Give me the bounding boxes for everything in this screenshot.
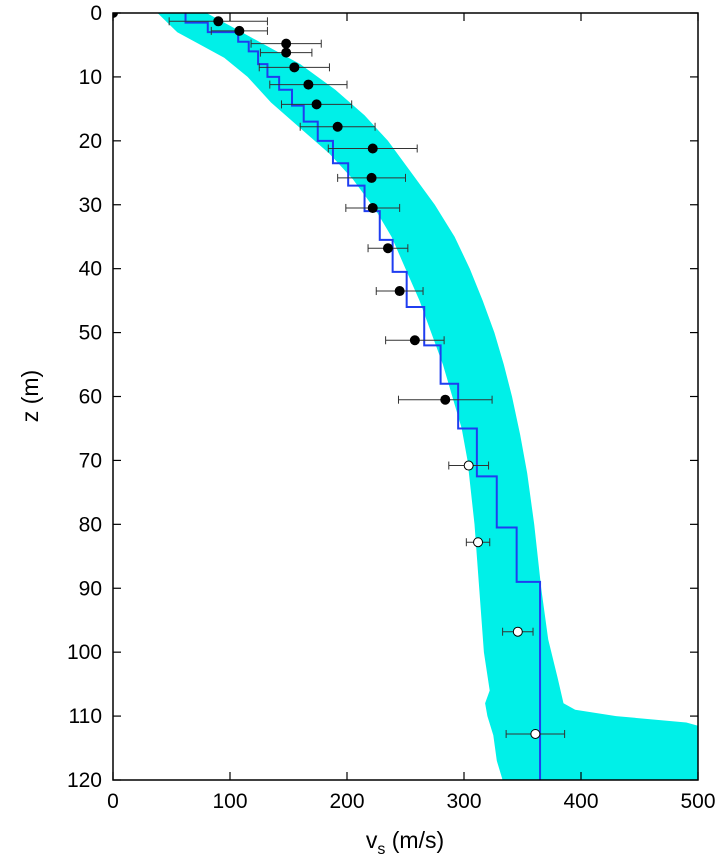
marker (440, 394, 451, 405)
filled-data-point (345, 202, 401, 213)
y-tick-label: 20 (79, 130, 102, 153)
plot-area (113, 13, 698, 780)
marker (289, 62, 300, 73)
filled-data-point (210, 25, 268, 36)
open-data-point (505, 728, 566, 739)
y-tick-label: 70 (79, 449, 102, 472)
filled-data-point (327, 143, 418, 154)
velocity-profile-line (184, 13, 542, 780)
marker (367, 202, 378, 213)
marker (213, 16, 224, 27)
x-axis: 0 100 200 300 400 500 (107, 13, 716, 813)
filled-data-point (258, 62, 330, 73)
x-tick-label: 400 (563, 790, 598, 813)
y-tick-label: 30 (79, 194, 102, 217)
filled-data-point (269, 79, 348, 90)
marker (473, 537, 484, 548)
y-tick-label: 50 (79, 322, 102, 345)
filled-data-point (168, 16, 268, 27)
marker (281, 38, 292, 49)
y-tick-label: 60 (79, 386, 102, 409)
filled-data-point (259, 47, 313, 58)
filled-data-point (337, 172, 406, 183)
plot-frame (112, 12, 699, 781)
filled-data-point (280, 99, 353, 110)
filled-data-point (397, 394, 493, 405)
uncertainty-band (157, 13, 698, 780)
marker (530, 728, 541, 739)
marker (367, 143, 378, 154)
x-tick-label: 300 (446, 790, 481, 813)
marker (512, 626, 523, 637)
marker (463, 460, 474, 471)
marker (303, 79, 314, 90)
y-tick-label: 80 (79, 513, 102, 536)
x-axis-label: vs (m/s) (366, 827, 444, 858)
marker (394, 286, 405, 297)
filled-data-point (299, 121, 376, 132)
filled-data-point (385, 335, 445, 346)
marker (382, 243, 393, 254)
open-data-point (502, 626, 534, 637)
filled-data-point (375, 286, 424, 297)
open-data-point (448, 460, 490, 471)
y-tick-label: 0 (90, 2, 102, 25)
y-tick-label: 120 (67, 769, 102, 792)
marker (311, 99, 322, 110)
marker (234, 25, 245, 36)
x-tick-label: 100 (212, 790, 247, 813)
marker (281, 47, 292, 58)
marker (113, 13, 118, 18)
y-tick-label: 110 (69, 705, 102, 728)
x-tick-label: 200 (329, 790, 364, 813)
y-tick-label: 10 (79, 66, 102, 89)
marker (409, 335, 420, 346)
filled-data-point (113, 13, 118, 18)
filled-data-point (367, 243, 409, 254)
marker (332, 121, 343, 132)
y-axis-label: z (m) (17, 370, 43, 422)
y-tick-label: 40 (79, 258, 102, 281)
open-data-point (465, 537, 491, 548)
y-tick-label: 100 (67, 641, 102, 664)
y-tick-label: 90 (79, 577, 102, 600)
marker (366, 172, 377, 183)
x-tick-label: 500 (680, 790, 715, 813)
x-tick-label: 0 (107, 790, 119, 813)
y-axis: 0 10 20 30 40 50 60 70 80 90 100 110 120 (67, 2, 698, 792)
